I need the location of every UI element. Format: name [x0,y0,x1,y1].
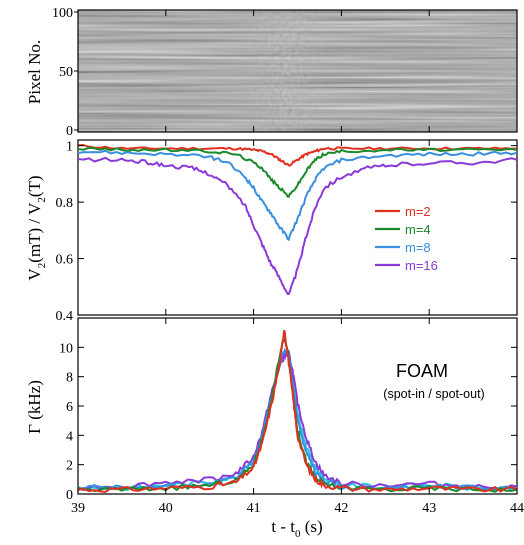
gamma-series-m16-line [78,350,517,491]
gamma-ytick-label: 4 [66,429,73,444]
xtick-label: 40 [159,501,173,516]
gamma-series-m2-line [78,329,517,494]
v2-ytick-label: 0.6 [56,253,74,268]
legend-label-m2: m=2 [405,204,431,219]
gamma-ytick-label: 8 [66,371,73,386]
v2-ytick-label: 0.8 [56,196,74,211]
legend-label-m4: m=4 [405,222,431,237]
pixel-heatmap-panel [77,9,518,133]
v2-ylabel: V2(mT) / V2(T) [25,175,48,280]
xtick-label: 42 [334,501,348,516]
annotation-subtitle: (spot-in / spot-out) [383,387,484,401]
xtick-label: 39 [71,501,85,516]
v2-series-m4-line [78,146,517,198]
legend-label-m8: m=8 [405,240,431,255]
xtick-label: 43 [422,501,436,516]
v2-series-m16-line [78,156,517,296]
v2-ytick-label: 0.4 [56,309,74,324]
v2-ratio-panel [77,139,518,316]
xtick-label: 44 [510,501,524,516]
legend-label-m16: m=16 [405,258,438,273]
gamma-panel [77,317,518,495]
gamma-ytick-label: 10 [59,341,73,356]
xtick-label: 41 [247,501,261,516]
heatmap-ytick-label: 0 [66,124,73,139]
heatmap-ytick-label: 50 [59,65,73,80]
heatmap-ytick-label: 100 [52,6,73,21]
x-axis-label: t - t0 (s) [271,517,322,540]
gamma-ytick-label: 6 [66,400,73,415]
annotation-title: FOAM [396,361,448,381]
heatmap-ylabel: Pixel No. [25,40,44,104]
v2-ytick-label: 1 [66,140,73,155]
gamma-ytick-label: 2 [66,459,73,474]
legend: m=2 m=4 m=8 m=16 [375,204,438,273]
gamma-ytick-label: 0 [66,488,73,503]
v2-series-m8-line [78,149,517,242]
gamma-ylabel: Γ (kHz) [25,380,44,434]
